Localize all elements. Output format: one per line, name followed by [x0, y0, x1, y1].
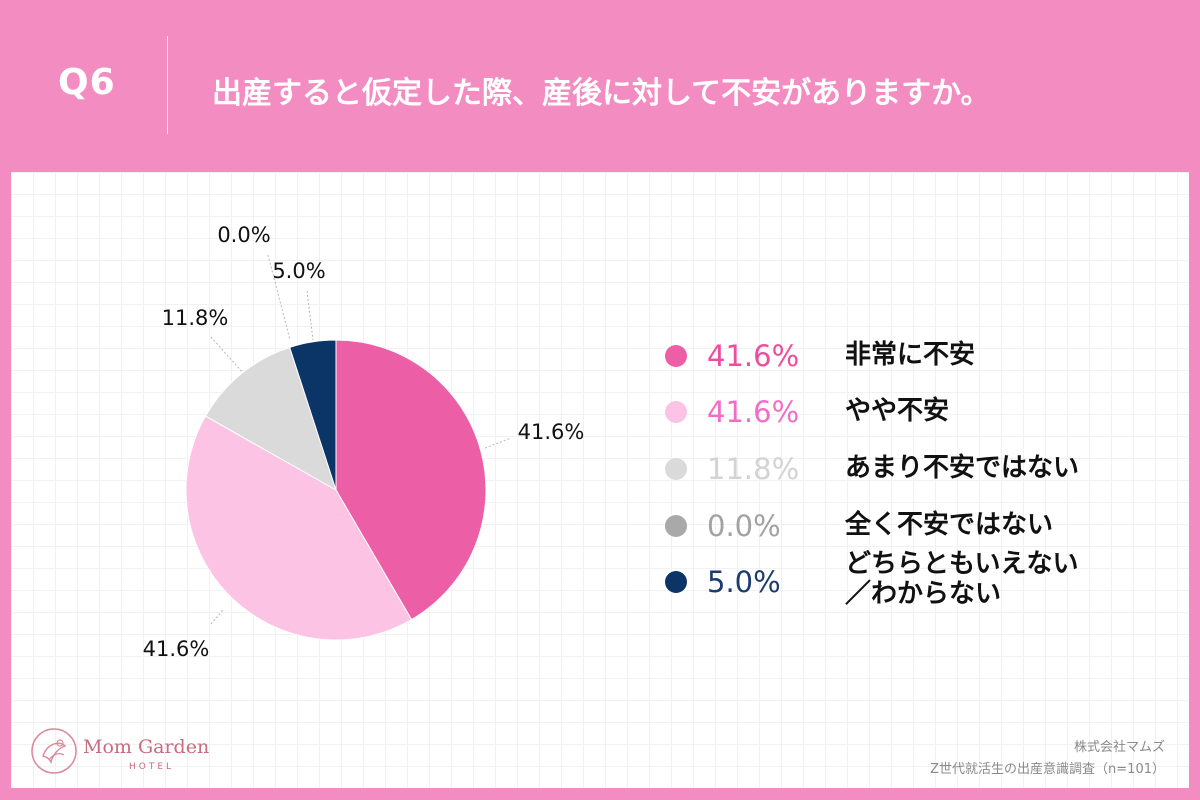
leader-line [210, 336, 244, 374]
pie-slice [185, 415, 413, 641]
leader-line [210, 609, 224, 625]
legend-percent: 0.0% [707, 509, 781, 543]
leader-line [267, 254, 291, 341]
data-label: 41.6% [143, 637, 210, 661]
data-label: 5.0% [272, 259, 325, 283]
legend-dot [665, 458, 687, 480]
header: Q6 出産すると仮定した際、産後に対して不安がありますか。 [0, 0, 1200, 170]
legend-label: あまり不安ではない [845, 453, 1080, 483]
legend-label: どちらともいえない ／わからない [845, 549, 1079, 609]
pie-slice [204, 346, 337, 492]
legend-percent: 5.0% [707, 565, 781, 599]
survey-credit: Z世代就活生の出産意識調査（n=101） [930, 762, 1165, 777]
legend-label: 非常に不安 [845, 340, 976, 370]
legend-dot [665, 345, 687, 367]
data-label: 11.8% [162, 306, 229, 330]
legend-label: 全く不安ではない [845, 510, 1054, 540]
legend-percent: 11.8% [707, 452, 800, 486]
pie-chart: 41.6% 41.6% 11.8% 0.0%5.0% [143, 223, 585, 661]
legend-dot [665, 401, 687, 423]
flower-emblem-icon [31, 728, 77, 774]
data-label: 0.0% [217, 223, 270, 247]
data-label: 41.6% [518, 420, 585, 444]
legend-label: やや不安 [845, 396, 950, 426]
legend-dot [665, 571, 687, 593]
pie-slice [335, 339, 487, 621]
logo-subtitle: HOTEL [129, 762, 175, 772]
question-title: 出産すると仮定した際、産後に対して不安がありますか。 [212, 76, 991, 111]
header-divider [167, 36, 168, 134]
legend-percent: 41.6% [707, 339, 800, 373]
company-credit: 株式会社マムズ [1073, 740, 1165, 755]
pie-slice [289, 339, 337, 491]
brand-logo: Mom Garden HOTEL [27, 722, 227, 782]
question-number: Q6 [58, 62, 116, 103]
legend-percent: 41.6% [707, 395, 800, 429]
leader-line [306, 290, 314, 341]
chart-panel: 41.6% 41.6% 11.8% 0.0% 5.0% 41.6% 非常に不安 41.6… [11, 172, 1189, 788]
legend-dot [665, 515, 687, 537]
leader-line [484, 437, 512, 449]
logo-name: Mom Garden [83, 736, 210, 758]
